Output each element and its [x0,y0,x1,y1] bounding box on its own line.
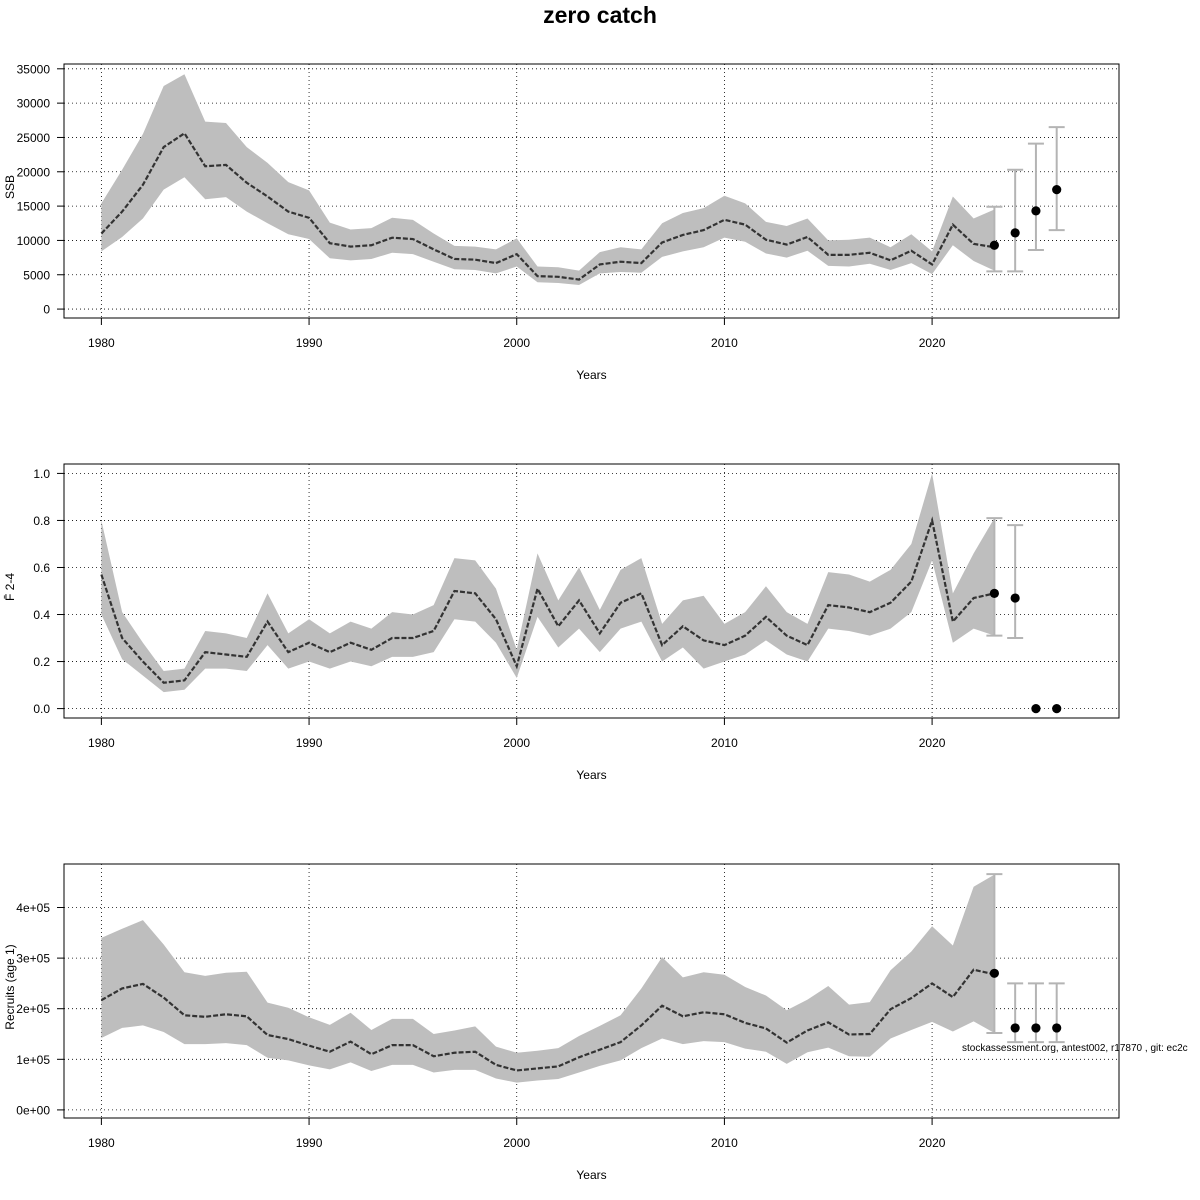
y-tick-label: 15000 [17,200,51,214]
plot-frame [63,463,1120,719]
y-tick-label: 2e+05 [16,1002,50,1016]
x-tick-label: 2020 [919,736,946,750]
y-tick-label: 0.8 [33,514,50,528]
panel-2: 1980 1990 2000 2010 2020 0.0 0.2 0.4 0.6 0.8 1.0 Ye… [3,463,1120,782]
projection-point [1031,206,1041,216]
y-tick-label: 1.0 [33,467,50,481]
estimate-line [100,968,995,1072]
estimate-line [100,131,995,281]
y-tick-label: 3e+05 [16,952,50,966]
y-tick-label: 25000 [17,131,51,145]
y-axis-label: Recruits (age 1) [3,944,17,1029]
chart-title: zero catch [543,2,657,28]
x-tick-label: 1990 [296,736,323,750]
y-tick-label: 30000 [17,97,51,111]
x-axis-label: Years [576,768,606,782]
x-tick-label: 2010 [711,1136,738,1150]
y-tick-label: 0.0 [33,702,50,716]
confidence-band [101,74,995,286]
x-tick-label: 2020 [919,1136,946,1150]
x-tick-label: 2010 [711,336,738,350]
x-axis-label: Years [576,368,606,382]
x-tick-label: 1990 [296,336,323,350]
estimate-line [100,516,995,684]
confidence-band [101,874,995,1083]
projection-point [989,588,999,598]
y-tick-label: 0.6 [33,561,50,575]
projection-point [1010,228,1020,238]
confidence-band [101,473,995,693]
y-tick-label: 5000 [23,268,50,282]
panel-1: 1980 1990 2000 2010 2020 0 5000 10000 15000 20000… [3,62,1120,382]
projection-point [1052,703,1062,714]
y-axis-label: F̄ 2-4 [3,573,17,601]
projection-point [1010,1023,1020,1033]
x-tick-label: 1990 [296,1136,323,1150]
plot-frame [63,863,1120,1119]
x-tick-label: 2000 [503,1136,530,1150]
plot-frame [63,63,1120,319]
projection-point [989,968,999,978]
projection-point [1031,1023,1041,1033]
projection-point [1010,593,1020,603]
x-tick-label: 2020 [919,336,946,350]
x-tick-label: 1980 [88,736,115,750]
y-tick-label: 35000 [17,62,51,76]
y-tick-label: 0 [43,303,50,317]
projection-point [1052,185,1062,195]
x-tick-label: 2000 [503,736,530,750]
x-axis-label: Years [576,1168,606,1182]
x-tick-label: 2000 [503,336,530,350]
y-tick-label: 1e+05 [16,1053,50,1067]
y-axis-label: SSB [3,175,17,199]
x-tick-label: 2010 [711,736,738,750]
projection-point [1052,1023,1062,1033]
y-tick-label: 0.4 [33,608,50,622]
footnote: stockassessment.org, antest002, r17870 ,… [962,1043,1188,1054]
y-tick-label: 4e+05 [16,901,50,915]
y-tick-label: 0e+00 [16,1103,50,1117]
x-tick-label: 1980 [88,1136,115,1150]
y-tick-label: 10000 [17,234,51,248]
panel-3: 1980 1990 2000 2010 2020 0e+00 1e+05 2e+05 3e+05… [3,863,1120,1182]
projection-point [1031,703,1041,714]
projection-point [989,240,999,250]
x-tick-label: 1980 [88,336,115,350]
y-tick-label: 0.2 [33,655,50,669]
y-tick-label: 20000 [17,165,51,179]
